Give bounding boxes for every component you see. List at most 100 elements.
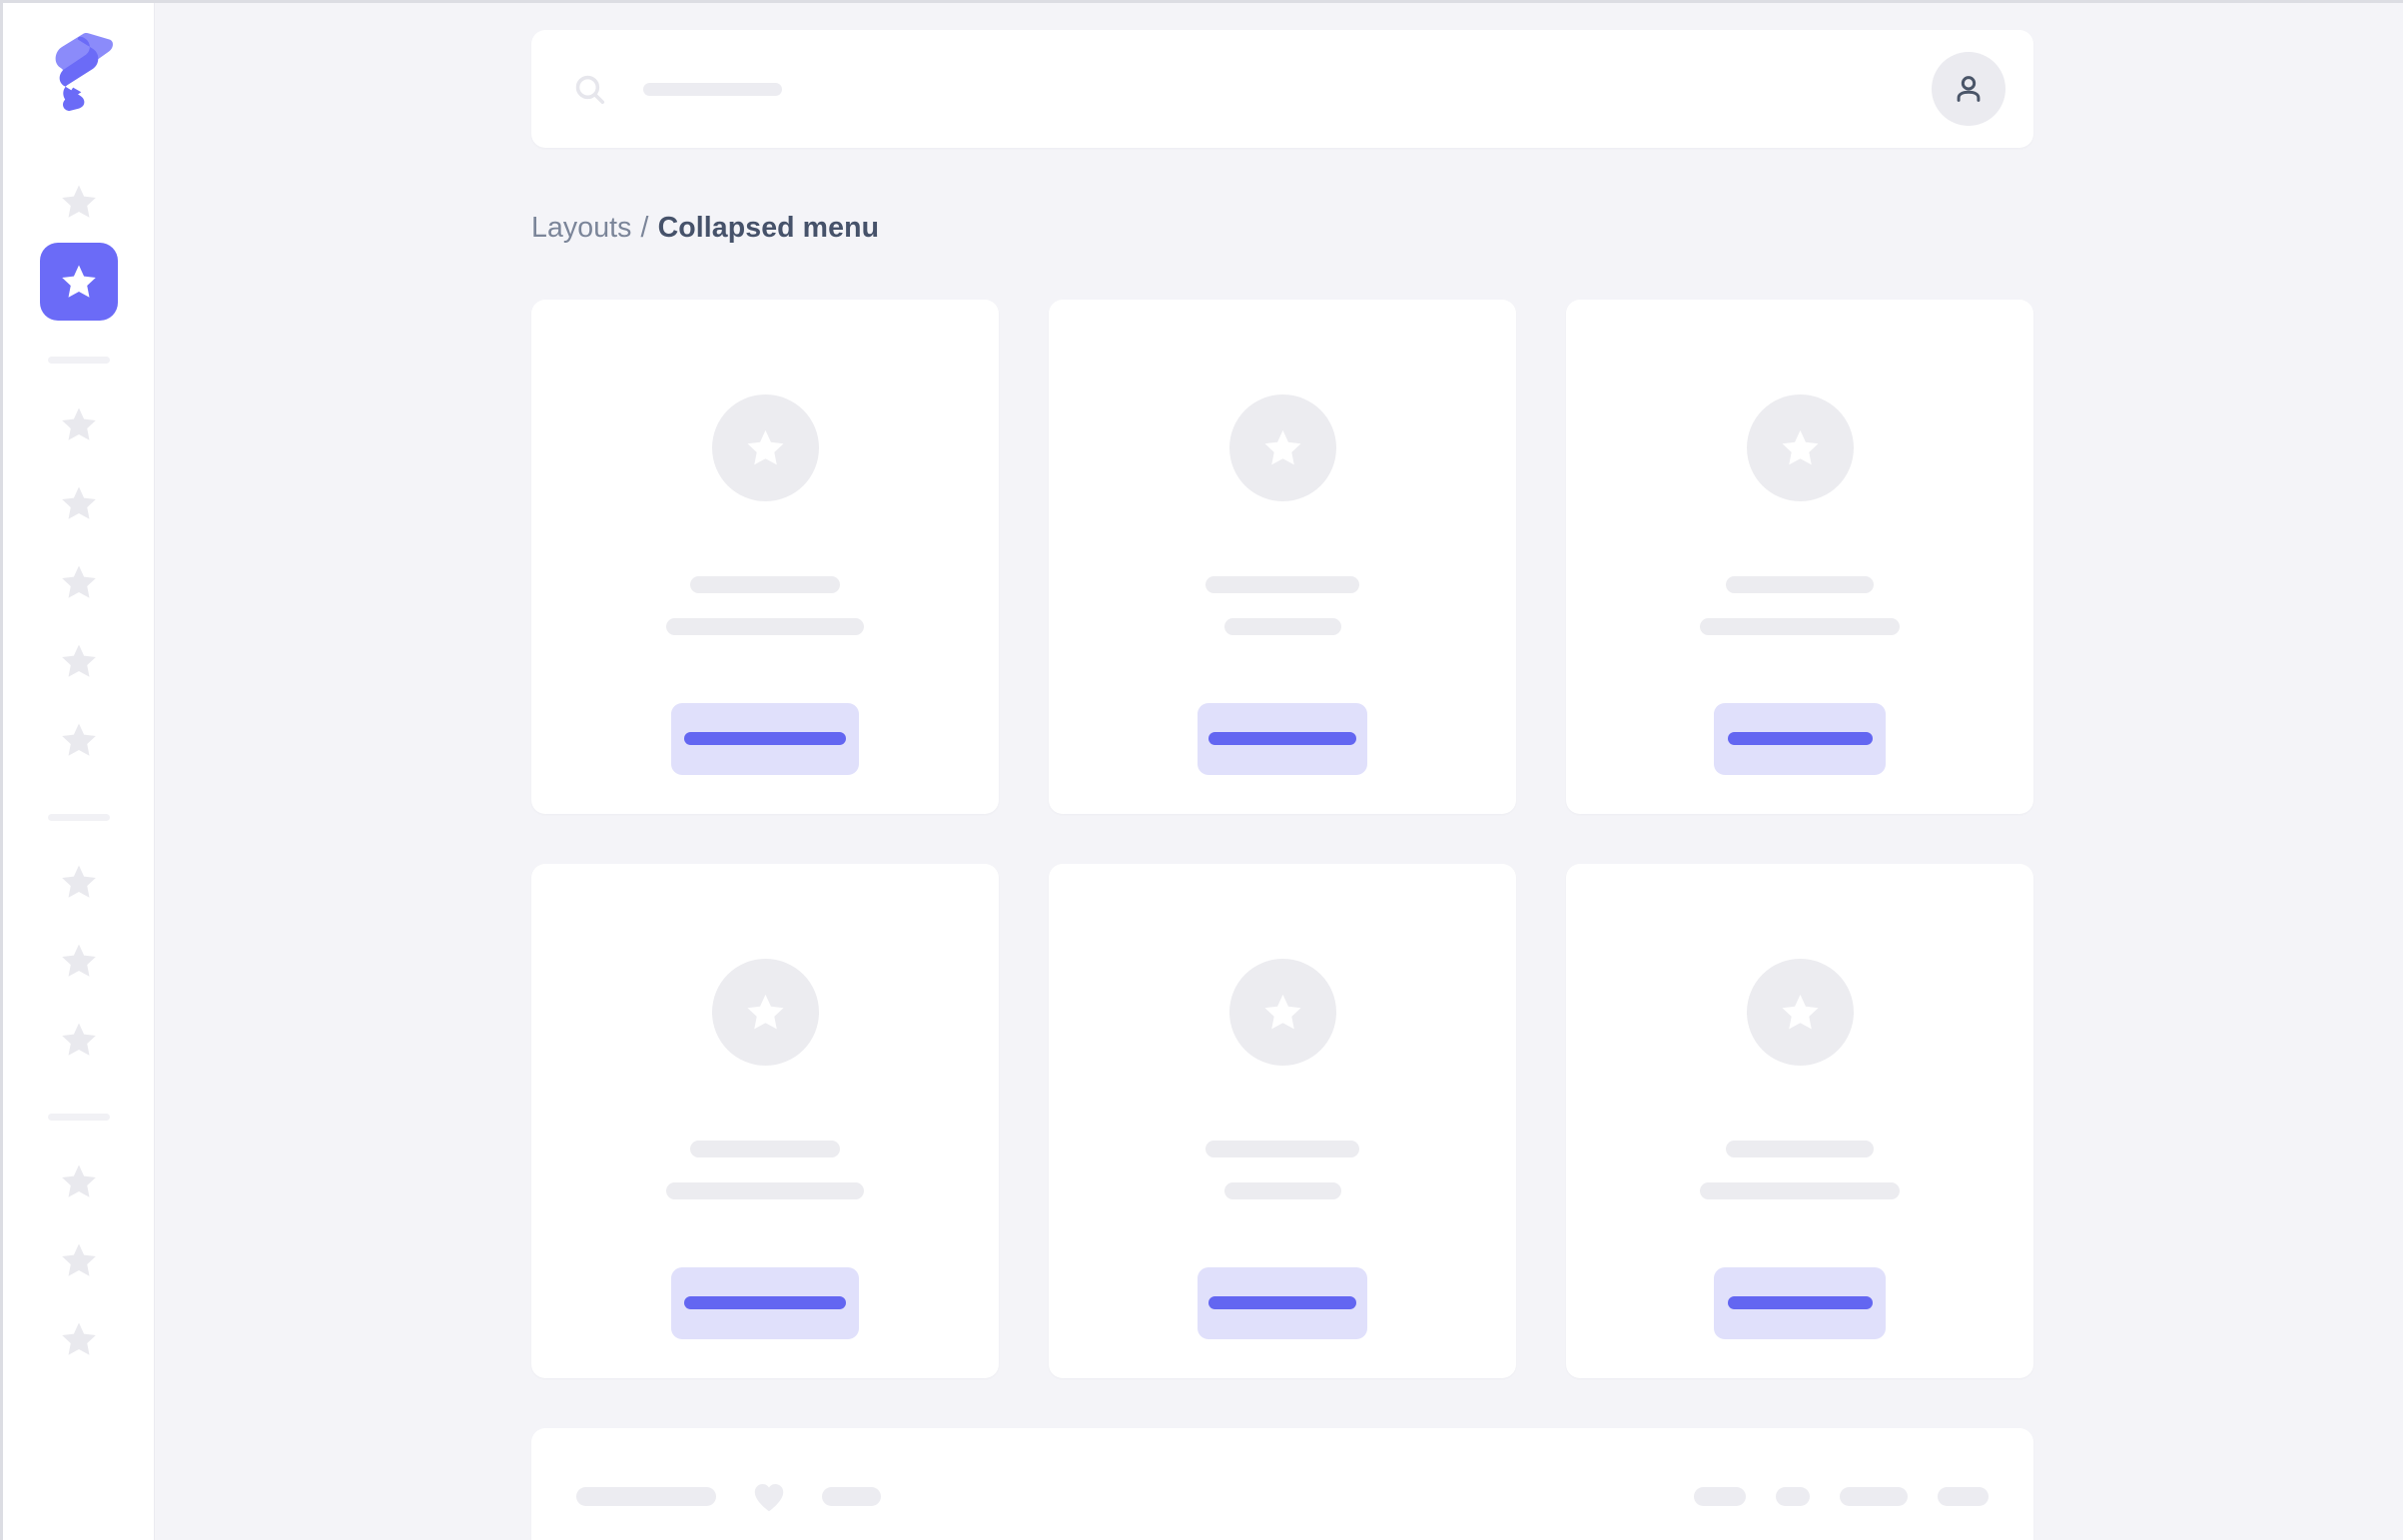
star-icon bbox=[61, 1243, 96, 1276]
star-icon bbox=[747, 994, 783, 1029]
sidebar-group-1 bbox=[40, 385, 118, 780]
footer-right-group bbox=[1694, 1487, 1989, 1506]
skeleton-card[interactable] bbox=[531, 299, 999, 814]
sidebar-divider-3 bbox=[47, 1114, 110, 1121]
card-cta-button[interactable] bbox=[671, 702, 859, 775]
card-cta-label-skeleton bbox=[1727, 732, 1873, 745]
search-input[interactable] bbox=[573, 30, 1932, 148]
footer-left-group bbox=[576, 1478, 881, 1516]
star-icon bbox=[61, 486, 96, 519]
card-avatar bbox=[711, 958, 819, 1066]
card-cta-button[interactable] bbox=[671, 1266, 859, 1339]
sidebar-item-8[interactable] bbox=[40, 843, 118, 921]
sidebar-item-1[interactable] bbox=[40, 163, 118, 241]
footer-pill-1 bbox=[576, 1487, 716, 1506]
card-cta-label-skeleton bbox=[1208, 1296, 1356, 1309]
star-icon bbox=[61, 265, 96, 298]
card-avatar bbox=[711, 393, 819, 501]
sidebar-group-2 bbox=[40, 843, 118, 1080]
card-subtitle-skeleton bbox=[1700, 617, 1900, 635]
breadcrumb-root-link[interactable]: Layouts bbox=[531, 212, 632, 244]
star-icon bbox=[61, 185, 96, 218]
main-content-area: Layouts / Collapsed menu bbox=[155, 3, 2403, 1540]
card-avatar bbox=[1746, 958, 1854, 1066]
star-icon bbox=[1782, 429, 1818, 464]
footer-pill-6 bbox=[1938, 1487, 1989, 1506]
star-icon bbox=[61, 865, 96, 898]
card-title-skeleton bbox=[1205, 575, 1359, 593]
sidebar-item-11[interactable] bbox=[40, 1143, 118, 1220]
footer-pill-2 bbox=[822, 1487, 881, 1506]
sidebar-item-6[interactable] bbox=[40, 622, 118, 700]
star-icon bbox=[61, 1023, 96, 1056]
sidebar-item-4[interactable] bbox=[40, 464, 118, 542]
skeleton-card[interactable] bbox=[531, 863, 999, 1378]
card-avatar bbox=[1746, 393, 1854, 501]
sidebar-item-5[interactable] bbox=[40, 543, 118, 621]
skeleton-card[interactable] bbox=[1049, 863, 1516, 1378]
card-title-skeleton bbox=[1726, 1140, 1874, 1157]
footer-toolbar bbox=[531, 1427, 2033, 1540]
star-icon bbox=[61, 644, 96, 677]
card-avatar bbox=[1228, 393, 1336, 501]
card-subtitle-skeleton bbox=[666, 617, 864, 635]
star-icon bbox=[747, 429, 783, 464]
search-placeholder-skeleton bbox=[643, 82, 782, 96]
breadcrumb-current-page: Collapsed menu bbox=[657, 212, 880, 244]
skeleton-card[interactable] bbox=[1049, 299, 1516, 814]
card-cta-label-skeleton bbox=[684, 732, 846, 745]
breadcrumb: Layouts / Collapsed menu bbox=[531, 214, 2033, 243]
sidebar-item-10[interactable] bbox=[40, 1001, 118, 1079]
star-icon bbox=[61, 723, 96, 756]
star-icon bbox=[61, 1164, 96, 1197]
footer-pill-5 bbox=[1840, 1487, 1908, 1506]
skeleton-card[interactable] bbox=[1566, 299, 2033, 814]
star-icon bbox=[61, 407, 96, 440]
card-subtitle-skeleton bbox=[666, 1181, 864, 1199]
card-subtitle-skeleton bbox=[1223, 1181, 1341, 1199]
skeleton-card-grid bbox=[531, 299, 2033, 1378]
footer-pill-4 bbox=[1776, 1487, 1810, 1506]
card-cta-button[interactable] bbox=[1714, 1266, 1886, 1339]
heart-icon[interactable] bbox=[750, 1478, 788, 1516]
content-column: Layouts / Collapsed menu bbox=[531, 3, 2033, 1540]
star-icon bbox=[61, 944, 96, 977]
sidebar-item-3[interactable] bbox=[40, 385, 118, 463]
card-cta-label-skeleton bbox=[1208, 732, 1356, 745]
card-cta-button[interactable] bbox=[1198, 1266, 1367, 1339]
search-icon bbox=[575, 75, 605, 104]
sidebar-item-7[interactable] bbox=[40, 701, 118, 779]
sidebar-divider-2 bbox=[47, 814, 110, 821]
star-icon bbox=[1264, 994, 1300, 1029]
card-cta-button[interactable] bbox=[1198, 702, 1367, 775]
card-subtitle-skeleton bbox=[1700, 1181, 1900, 1199]
card-subtitle-skeleton bbox=[1223, 617, 1341, 635]
star-icon bbox=[1264, 429, 1300, 464]
card-title-skeleton bbox=[1726, 575, 1874, 593]
card-title-skeleton bbox=[1205, 1140, 1359, 1157]
card-avatar bbox=[1228, 958, 1336, 1066]
footer-pill-3 bbox=[1694, 1487, 1746, 1506]
sidebar-item-9[interactable] bbox=[40, 922, 118, 1000]
card-cta-button[interactable] bbox=[1714, 702, 1886, 775]
topbar bbox=[531, 30, 2033, 148]
card-cta-label-skeleton bbox=[684, 1296, 846, 1309]
sidebar-item-2-active[interactable] bbox=[39, 243, 118, 321]
s-brand-logo-icon[interactable] bbox=[41, 29, 117, 111]
card-title-skeleton bbox=[690, 1140, 840, 1157]
star-icon bbox=[1782, 994, 1818, 1029]
sidebar-item-12[interactable] bbox=[40, 1221, 118, 1299]
sidebar-item-13[interactable] bbox=[40, 1300, 118, 1378]
star-icon bbox=[61, 565, 96, 598]
card-title-skeleton bbox=[690, 575, 840, 593]
breadcrumb-separator: / bbox=[640, 212, 649, 244]
collapsed-sidebar bbox=[3, 3, 155, 1540]
sidebar-divider-1 bbox=[47, 357, 110, 364]
sidebar-group-3 bbox=[40, 1143, 118, 1379]
user-icon bbox=[1957, 76, 1981, 102]
star-icon bbox=[61, 1322, 96, 1355]
user-avatar-button[interactable] bbox=[1932, 52, 2005, 126]
card-cta-label-skeleton bbox=[1727, 1296, 1873, 1309]
skeleton-card[interactable] bbox=[1566, 863, 2033, 1378]
